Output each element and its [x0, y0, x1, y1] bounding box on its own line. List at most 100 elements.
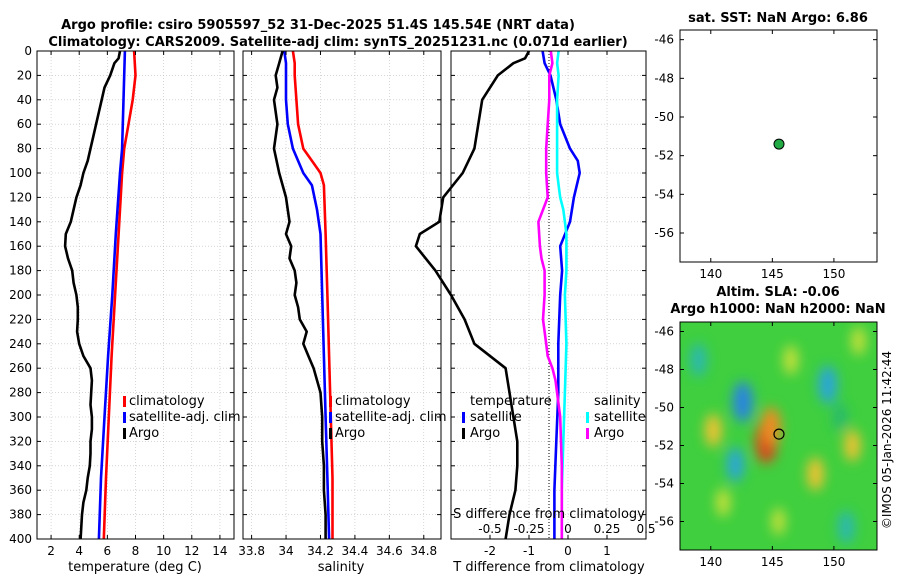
y-tick-label: 340: [9, 459, 32, 473]
series-temperature-argo: [414, 50, 531, 540]
x-tick-label: 8: [132, 544, 140, 558]
legend-satellite-adj: satellite-adj. clim: [129, 410, 241, 425]
legend-argo: Argo: [335, 426, 365, 441]
x-tick-label: 150: [822, 267, 845, 281]
y-tick-label: 20: [17, 68, 32, 82]
legend-mark-s-satellite: [586, 412, 589, 423]
series-salinity-argo: [537, 50, 564, 539]
temperature-xlabel: temperature (deg C): [68, 560, 202, 575]
temperature-ticks: 0 20 40 60 80 100 120 140 160 180 200 220 240 260 280 3…: [9, 44, 234, 558]
difference-legend: temperature satellite Argo salinity sate…: [462, 394, 646, 441]
legend-climatology: climatology: [335, 394, 411, 409]
sla-ticks: 140 145 150 -46 -48 -50 -52 -54 -56: [654, 322, 877, 569]
sla-feature: [837, 510, 855, 544]
sla-map-title-line2: Argo h1000: NaN h2000: NaN: [670, 302, 885, 317]
y-tick-label: -48: [654, 71, 674, 85]
x-tick-label: 2: [47, 544, 55, 558]
x-tick-label: 140: [699, 555, 722, 569]
legend-climatology: climatology: [129, 394, 205, 409]
x-tick-label: 34.4: [342, 544, 369, 558]
sla-feature: [851, 326, 866, 356]
sla-feature: [807, 457, 824, 491]
y-tick-label: -50: [654, 401, 674, 415]
legend-satellite-adj: satellite-adj. clim: [335, 410, 447, 425]
legend-title-temperature: temperature: [470, 394, 552, 409]
s-tick-label: 0: [564, 522, 572, 536]
s-tick-label: 0.5: [636, 522, 655, 536]
s-difference-label: S difference from climatology: [453, 507, 645, 522]
y-tick-label: -46: [654, 33, 674, 47]
x-tick-label: 10: [156, 544, 171, 558]
y-tick-label: 280: [9, 386, 32, 400]
legend-s-satellite: satellite: [594, 410, 646, 425]
y-tick-label: 140: [9, 215, 32, 229]
y-tick-label: 240: [9, 337, 32, 351]
series-climatology: [102, 50, 137, 540]
sla-feature: [771, 507, 786, 536]
legend-mark-argo: [123, 428, 126, 439]
x-tick-label: 4: [75, 544, 83, 558]
temperature-panel: 0 20 40 60 80 100 120 140 160 180 200 220 240 260 280 3…: [9, 44, 241, 575]
y-tick-label: -50: [654, 110, 674, 124]
y-tick-label: -46: [654, 325, 674, 339]
legend-mark-t-argo: [462, 428, 465, 439]
sla-feature: [704, 413, 722, 447]
sla-feature: [715, 488, 731, 517]
s-tick-label: 0.25: [594, 522, 621, 536]
x-tick-label: 34: [278, 544, 293, 558]
sla-map-panel: Altim. SLA: -0.06 Argo h1000: NaN h2000:…: [654, 285, 885, 569]
series-argo: [63, 50, 122, 540]
y-tick-label: 260: [9, 361, 32, 375]
main-title-line2: Climatology: CARS2009. Satellite-adj cli…: [48, 35, 627, 50]
temperature-series: [63, 50, 137, 540]
y-tick-label: -54: [654, 187, 674, 201]
series-satellite-adj-clim: [283, 50, 331, 540]
series-satellite-adj-clim: [97, 50, 127, 540]
difference-series: [414, 50, 582, 540]
y-tick-label: 300: [9, 410, 32, 424]
sla-feature: [732, 381, 753, 422]
salinity-grid: [243, 50, 441, 540]
x-tick-label: -2: [484, 544, 496, 558]
series-argo: [272, 50, 327, 539]
difference-xlabel: T difference from climatology: [452, 560, 645, 575]
legend-mark-satellite: [329, 412, 332, 423]
s-tick-label: -0.25: [513, 522, 544, 536]
x-tick-label: 1: [603, 544, 611, 558]
y-tick-label: 60: [17, 117, 32, 131]
sla-feature: [783, 345, 799, 375]
y-tick-label: 100: [9, 166, 32, 180]
x-tick-label: 34.2: [307, 544, 334, 558]
y-tick-label: -54: [654, 477, 674, 491]
legend-mark-argo: [329, 428, 332, 439]
difference-panel: -2 -1 0 1 T difference from climatology S d…: [414, 50, 656, 575]
y-tick-label: -56: [654, 515, 674, 529]
y-tick-label: 200: [9, 288, 32, 302]
s-difference-ticks: -0.5 -0.25 0 0.25 0.5: [478, 522, 655, 536]
y-tick-label: 360: [9, 483, 32, 497]
legend-t-argo: Argo: [470, 426, 500, 441]
argo-position-marker: [773, 138, 785, 150]
x-tick-label: 33.8: [238, 544, 265, 558]
y-tick-label: 120: [9, 190, 32, 204]
salinity-xlabel: salinity: [318, 560, 365, 575]
salinity-legend: climatology satellite-adj. clim Argo: [329, 394, 447, 441]
x-tick-label: 34.6: [376, 544, 403, 558]
main-title-line1: Argo profile: csiro 5905597_52 31-Dec-20…: [61, 18, 575, 33]
sst-map-title: sat. SST: NaN Argo: 6.86: [688, 11, 868, 26]
difference-ticks: -2 -1 0 1: [451, 50, 646, 558]
x-tick-label: 140: [699, 267, 722, 281]
y-tick-label: -48: [654, 363, 674, 377]
temperature-legend: climatology satellite-adj. clim Argo: [123, 394, 241, 441]
y-tick-label: 0: [24, 44, 32, 58]
x-tick-label: 34.8: [410, 544, 437, 558]
y-tick-label: 320: [9, 434, 32, 448]
sla-map-title-line1: Altim. SLA: -0.06: [716, 285, 839, 300]
legend-mark-s-argo: [586, 428, 589, 439]
sla-map-points: [773, 428, 785, 440]
legend-title-salinity: salinity: [594, 394, 641, 409]
sst-map-panel: sat. SST: NaN Argo: 6.86 140 145 150 -46 -48…: [654, 11, 878, 281]
x-tick-label: 14: [212, 544, 227, 558]
x-tick-label: 145: [761, 555, 784, 569]
